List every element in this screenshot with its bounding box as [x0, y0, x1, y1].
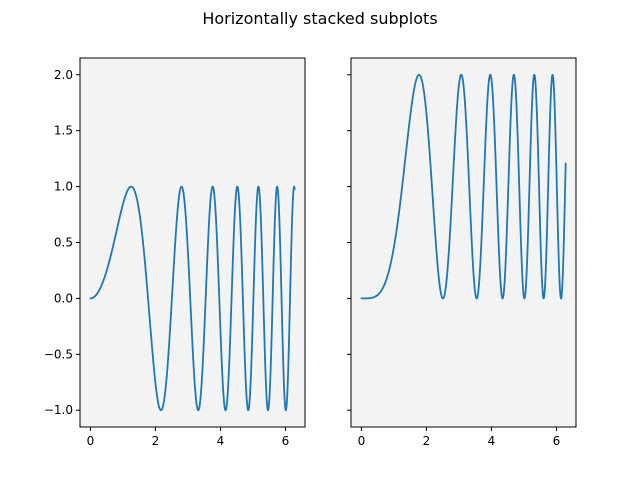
x-tick-label-1-0: 0	[87, 434, 95, 448]
series-line-1-1	[89, 185, 296, 412]
y-tick-label-1-3: 0.5	[54, 236, 73, 250]
x-tick-label-2-2: 2	[423, 434, 431, 448]
subplot-2: 0 2 4 6	[347, 57, 577, 448]
y-tick-label-1-6: 2.0	[54, 68, 73, 82]
axes-frame-2	[350, 57, 577, 428]
subplots-container: 0 2 4 6 −1.0 −0.5 0.0 0.5 1.0 1.5 2.0 0 2 4 6	[44, 57, 577, 448]
y-tick-label-1-2: 0.0	[54, 291, 73, 305]
x-tick-label-2-4: 4	[488, 434, 496, 448]
axes-frame-1	[79, 57, 306, 428]
y-tick-label-1-0: −1.0	[44, 403, 73, 417]
x-tick-label-2-6: 6	[553, 434, 561, 448]
subplot-1: 0 2 4 6 −1.0 −0.5 0.0 0.5 1.0 1.5 2.0	[44, 57, 306, 448]
x-tick-label-1-2: 2	[152, 434, 160, 448]
y-tick-label-1-1: −0.5	[44, 347, 73, 361]
y-tick-label-1-5: 1.5	[54, 124, 73, 138]
y-tick-label-1-4: 1.0	[54, 180, 73, 194]
x-tick-label-2-0: 0	[358, 434, 366, 448]
chart-title: Horizontally stacked subplots	[202, 9, 437, 28]
x-tick-label-1-6: 6	[282, 434, 290, 448]
x-tick-label-1-4: 4	[217, 434, 225, 448]
series-line-2-1	[360, 73, 567, 300]
